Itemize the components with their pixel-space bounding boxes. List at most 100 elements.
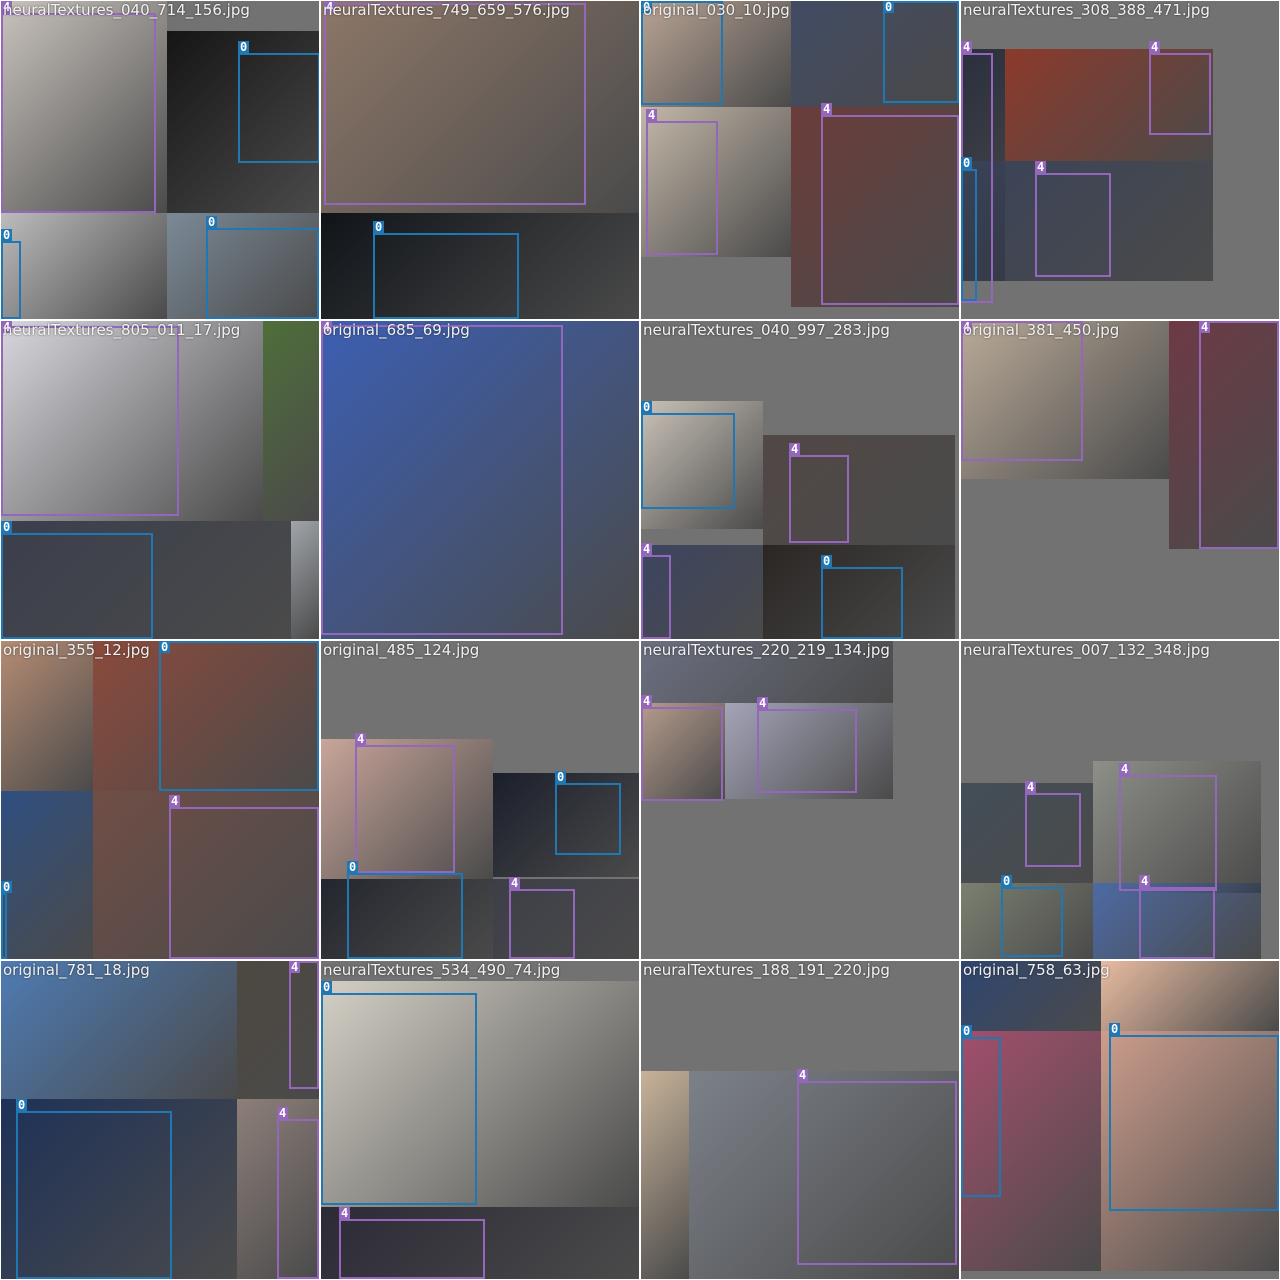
- bounding-box: [16, 1111, 172, 1279]
- class-label: 4: [324, 1, 336, 14]
- tile-filename: original_355_12.jpg: [3, 641, 150, 659]
- bounding-box: [1109, 1035, 1279, 1211]
- image-patch: [1, 1099, 237, 1279]
- grid-tile: 4 4 neuralTextures_220_219_134.jpg: [641, 641, 959, 959]
- image-patch: [641, 1, 791, 107]
- image-patch: [291, 521, 319, 639]
- grid-tile: 4 0 0 4 original_485_124.jpg: [321, 641, 639, 959]
- bounding-box: [961, 169, 977, 301]
- class-label: 0: [373, 220, 385, 234]
- image-patch: [493, 773, 639, 877]
- class-label: 4: [789, 442, 801, 456]
- class-label: 4: [1199, 321, 1211, 334]
- class-label: 0: [641, 1, 653, 14]
- tile-filename: original_485_124.jpg: [323, 641, 480, 659]
- tile-filename: original_781_18.jpg: [3, 961, 150, 979]
- bounding-box: [1, 241, 21, 319]
- class-label: 4: [641, 694, 653, 708]
- image-patch: [1101, 1031, 1279, 1271]
- image-patch: [1093, 883, 1261, 959]
- bounding-box: [1, 326, 179, 516]
- grid-tile: 4 4 0 4 neuralTextures_308_388_471.jpg: [961, 1, 1279, 319]
- image-patch: [1, 961, 237, 1099]
- bounding-box: [289, 961, 319, 1089]
- image-patch: [641, 703, 725, 799]
- bounding-box: [1025, 793, 1081, 867]
- image-patch: [725, 703, 893, 799]
- bounding-box: [321, 325, 563, 635]
- bounding-box: [821, 567, 903, 639]
- tile-filename: original_758_63.jpg: [963, 961, 1110, 979]
- grid-tile: 4 original_685_69.jpg: [321, 321, 639, 639]
- grid-tile: 0 4 4 0 neuralTextures_040_997_283.jpg: [641, 321, 959, 639]
- grid-tile: 0 4 neuralTextures_534_490_74.jpg: [321, 961, 639, 1279]
- bounding-box: [1149, 53, 1211, 135]
- class-label: 0: [1001, 874, 1013, 888]
- class-label: 4: [961, 321, 973, 334]
- bounding-box: [509, 889, 575, 959]
- image-patch: [961, 321, 1169, 479]
- class-label: 0: [641, 400, 653, 414]
- bounding-box: [339, 1219, 485, 1279]
- image-patch: [93, 641, 319, 791]
- bounding-box: [1, 533, 153, 639]
- class-label: 4: [1139, 874, 1151, 888]
- bounding-box: [1035, 173, 1111, 277]
- image-patch: [641, 545, 763, 639]
- grid-tile: 4 4 0 4 neuralTextures_007_132_348.jpg: [961, 641, 1279, 959]
- image-patch: [321, 981, 639, 1207]
- class-label: 4: [646, 108, 658, 122]
- image-patch: [167, 213, 319, 319]
- class-label: 0: [206, 215, 218, 229]
- bounding-box: [797, 1081, 957, 1265]
- bounding-box: [789, 455, 849, 543]
- tile-filename: neuralTextures_534_490_74.jpg: [323, 961, 561, 979]
- bounding-box: [821, 115, 959, 305]
- image-patch: [961, 1031, 1101, 1271]
- class-label: 0: [1, 880, 13, 894]
- image-patch: [641, 641, 893, 703]
- class-label: 0: [238, 40, 250, 54]
- bounding-box: [355, 745, 455, 873]
- class-label: 4: [509, 876, 521, 890]
- image-patch: [321, 1, 639, 213]
- bounding-box: [883, 1, 959, 103]
- image-patch: [689, 1071, 959, 1279]
- tile-filename: original_381_450.jpg: [963, 321, 1120, 339]
- class-label: 0: [1109, 1022, 1121, 1036]
- image-patch: [961, 961, 1101, 1031]
- bounding-box: [1, 893, 7, 959]
- image-patch: [1, 321, 263, 521]
- bounding-box: [1119, 775, 1217, 891]
- bounding-box: [159, 641, 319, 791]
- class-label: 4: [321, 321, 333, 334]
- image-patch: [641, 1071, 689, 1279]
- image-patch: [791, 1, 959, 107]
- bounding-box: [1139, 887, 1215, 959]
- class-label: 4: [169, 794, 181, 808]
- bounding-box: [641, 707, 723, 801]
- bounding-box: [641, 1, 723, 105]
- class-label: 4: [339, 1206, 351, 1220]
- class-label: 0: [1, 520, 13, 534]
- grid-tile: 4 neuralTextures_188_191_220.jpg: [641, 961, 959, 1279]
- class-label: 4: [797, 1068, 809, 1082]
- class-label: 0: [1, 228, 13, 242]
- bounding-box: [646, 121, 718, 255]
- image-patch: [321, 739, 493, 879]
- image-patch: [961, 161, 1213, 281]
- image-patch: [493, 879, 639, 959]
- bounding-box: [961, 321, 1083, 461]
- image-patch: [93, 791, 319, 959]
- bounding-box: [1001, 887, 1063, 957]
- class-label: 4: [961, 40, 973, 54]
- bounding-box: [347, 873, 463, 959]
- image-patch: [1169, 321, 1279, 549]
- class-label: 4: [1149, 40, 1161, 54]
- image-patch: [263, 321, 319, 521]
- image-patch: [237, 961, 319, 1099]
- class-label: 0: [555, 770, 567, 784]
- class-label: 0: [321, 980, 333, 994]
- bounding-box: [277, 1119, 319, 1279]
